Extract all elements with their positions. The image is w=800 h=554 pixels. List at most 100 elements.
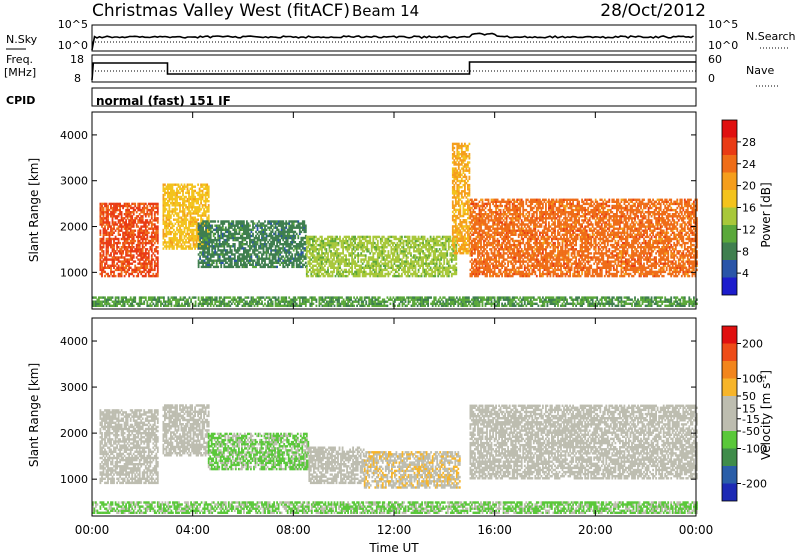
power-cell	[325, 256, 328, 259]
power-cell	[255, 265, 257, 269]
power-cell	[273, 238, 275, 242]
power-cell	[173, 208, 175, 211]
power-cell	[462, 227, 465, 230]
power-cell	[218, 261, 221, 264]
power-cell	[460, 235, 463, 238]
power-cell	[402, 252, 405, 255]
power-cell	[483, 272, 485, 276]
power-cell	[435, 264, 438, 267]
power-cell	[417, 250, 420, 253]
power-cell	[197, 212, 199, 215]
power-cell	[214, 259, 217, 262]
power-cell	[129, 248, 132, 251]
power-cell	[401, 250, 403, 253]
power-cell	[467, 243, 469, 247]
power-cell	[373, 252, 376, 255]
power-cell	[457, 233, 460, 236]
power-cell	[431, 239, 433, 243]
power-cell	[102, 211, 105, 214]
power-cell	[289, 261, 292, 264]
power-cell	[440, 258, 443, 261]
power-cell	[177, 230, 180, 234]
power-cell	[426, 243, 429, 247]
power-cell	[194, 216, 196, 219]
power-cell	[325, 250, 328, 253]
power-cell	[454, 190, 457, 193]
power-cell	[357, 260, 360, 263]
power-cell	[472, 268, 475, 272]
power-cell	[185, 200, 187, 203]
power-cell	[135, 266, 138, 269]
power-cell	[367, 235, 370, 239]
power-cell	[321, 250, 323, 253]
power-cell	[120, 256, 123, 259]
power-cell	[108, 239, 111, 243]
power-cell	[417, 274, 420, 278]
power-cell	[174, 202, 177, 205]
power-cell	[138, 219, 141, 222]
power-cell	[261, 259, 263, 262]
power-cell	[227, 236, 230, 240]
power-cell	[206, 245, 209, 248]
power-cell	[292, 238, 295, 242]
power-cell	[141, 206, 144, 210]
power-cell	[354, 237, 356, 241]
power-cell	[156, 219, 159, 222]
power-cell	[129, 252, 132, 255]
power-cell	[224, 234, 227, 238]
power-cell	[238, 249, 241, 252]
power-cell	[474, 270, 476, 274]
power-cell	[384, 260, 387, 263]
power-cell	[351, 248, 353, 251]
power-cell	[261, 247, 263, 250]
power-cell	[264, 236, 266, 240]
power-cell	[379, 266, 382, 269]
power-cell	[229, 259, 232, 262]
power-cell	[464, 204, 466, 207]
power-cell	[101, 241, 103, 245]
power-cell	[226, 249, 229, 252]
power-cell	[390, 262, 393, 265]
power-cell	[318, 258, 320, 261]
power-cell	[451, 231, 454, 234]
power-cell	[474, 227, 476, 230]
power-cell	[354, 254, 356, 257]
power-cell	[417, 252, 420, 255]
power-cell	[105, 221, 108, 224]
power-cell	[168, 183, 171, 186]
power-cell	[312, 266, 314, 269]
power-cell	[182, 200, 184, 203]
power-cell	[220, 263, 223, 266]
power-cell	[229, 224, 232, 227]
power-cell	[372, 246, 375, 249]
power-cell	[477, 272, 479, 276]
power-cell	[454, 208, 457, 212]
power-cell	[224, 238, 227, 242]
power-cell	[375, 237, 378, 241]
power-cell	[325, 241, 328, 245]
power-cell	[416, 248, 418, 251]
power-cell	[420, 235, 423, 239]
power-cell	[230, 226, 233, 229]
power-cell	[481, 246, 484, 249]
power-cell	[185, 239, 187, 242]
power-cell	[155, 219, 158, 222]
power-cell	[460, 179, 463, 183]
power-cell	[277, 257, 280, 260]
power-cell	[363, 266, 366, 269]
power-cell	[205, 243, 207, 246]
power-cell	[144, 260, 147, 263]
power-cell	[126, 208, 129, 212]
power-cell	[99, 233, 102, 236]
power-cell	[381, 239, 384, 243]
power-cell	[310, 274, 313, 278]
power-cell	[297, 234, 300, 238]
power-cell	[405, 274, 408, 278]
power-cell	[104, 202, 106, 206]
power-cell	[227, 228, 230, 231]
power-cell	[315, 256, 317, 259]
power-cell	[286, 230, 289, 234]
power-cell	[446, 235, 449, 239]
power-cell	[203, 234, 206, 238]
power-cells	[92, 142, 698, 307]
